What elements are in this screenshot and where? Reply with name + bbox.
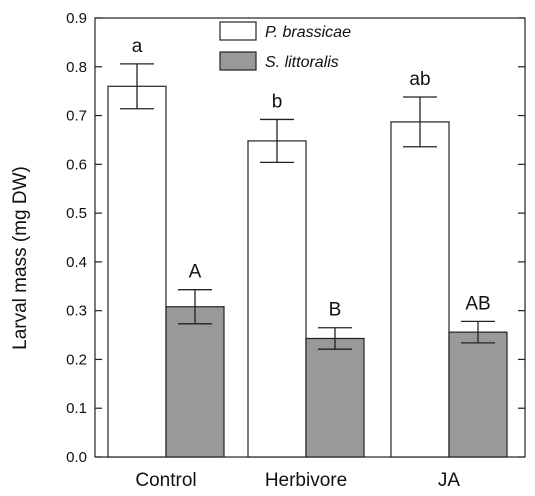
significance-label: ab <box>409 69 430 90</box>
significance-label: a <box>132 36 143 57</box>
y-tick-label: 0.0 <box>66 449 87 466</box>
bar <box>390 121 450 458</box>
significance-label: B <box>329 300 342 321</box>
y-tick-label: 0.2 <box>66 351 87 368</box>
y-tick-label: 0.6 <box>66 156 87 173</box>
bars: a Ab Bab AB <box>107 36 508 458</box>
x-tick-label: JA <box>438 470 461 491</box>
y-tick-label: 0.4 <box>66 254 87 271</box>
significance-label: A <box>189 262 202 283</box>
y-tick-label: 0.5 <box>66 205 87 222</box>
legend-swatch <box>219 51 257 71</box>
bar <box>247 140 307 458</box>
x-tick-label: Herbivore <box>265 470 347 491</box>
bar <box>448 331 508 458</box>
significance-label: AB <box>465 293 490 314</box>
legend-label: S. littoralis <box>265 54 339 71</box>
y-tick-label: 0.1 <box>66 400 87 417</box>
y-tick-label: 0.9 <box>66 10 87 27</box>
legend: P. brassicae S. littoralis <box>219 21 351 71</box>
y-axis-title: Larval mass (mg DW) <box>10 166 31 350</box>
legend-label: P. brassicae <box>265 24 351 41</box>
y-tick-label: 0.7 <box>66 108 87 125</box>
legend-swatch <box>219 21 257 41</box>
significance-label: b <box>272 91 283 112</box>
bar <box>165 306 225 458</box>
y-tick-label: 0.8 <box>66 59 87 76</box>
bar <box>107 85 167 458</box>
x-tick-label: Control <box>135 470 196 491</box>
bar <box>305 337 365 458</box>
y-tick-label: 0.3 <box>66 303 87 320</box>
